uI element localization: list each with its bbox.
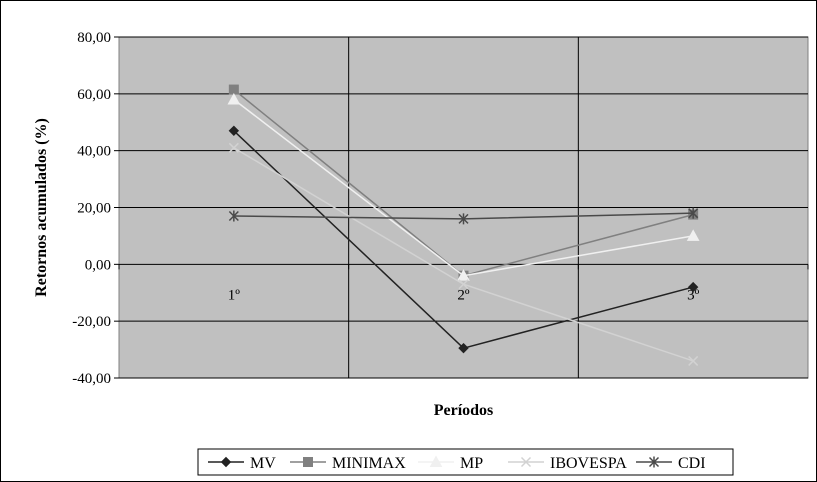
x-axis-title: Períodos (434, 402, 494, 419)
legend-item-ibovespa: IBOVESPA (508, 455, 627, 472)
legend-label: IBOVESPA (550, 455, 627, 472)
legend-marker-mp (429, 455, 443, 467)
y-tick-label: -20,00 (72, 314, 111, 330)
series-mv (228, 125, 699, 354)
series-mp (227, 92, 700, 281)
legend-marker-mv (220, 456, 232, 468)
y-tick-label: 40,00 (77, 144, 111, 160)
legend-item-cdi: CDI (636, 455, 706, 472)
data-point-mp (457, 269, 470, 281)
legend-item-mp: MP (418, 455, 483, 472)
legend: MV MINIMAX MP IBOVESPA CDI (197, 448, 734, 476)
legend-label: CDI (678, 455, 706, 472)
y-tick-label: 20,00 (77, 201, 111, 217)
legend-item-mv: MV (208, 455, 276, 472)
y-tick-label: -40,00 (72, 371, 111, 387)
y-axis-title: Retornos acumulados (%) (33, 118, 50, 297)
data-point-ibovespa (688, 355, 699, 366)
legend-label: MP (460, 455, 483, 472)
x-tick-label: 2º (457, 287, 470, 303)
data-point-ibovespa (458, 279, 469, 290)
legend-marker-ibovespa (520, 456, 532, 468)
data-point-mv (687, 281, 699, 293)
legend-item-minimax: MINIMAX (290, 455, 406, 472)
y-tick-label: 80,00 (77, 30, 111, 46)
series-lines (227, 84, 700, 366)
data-point-ibovespa (228, 142, 239, 153)
x-tick-label: 3º (687, 287, 700, 303)
y-axis-tick-labels: -40,00 -20,00 0,00 20,00 40,00 60,00 80,00 (72, 30, 119, 387)
x-tick-label: 1º (228, 287, 241, 303)
legend-label: MV (250, 455, 276, 472)
data-point-cdi (228, 210, 239, 222)
data-point-mv (458, 342, 469, 354)
series-cdi (228, 207, 699, 225)
data-point-cdi (688, 207, 699, 219)
data-point-mp (686, 229, 700, 241)
x-axis-tick-labels: 1º 2º 3º (118, 264, 809, 303)
data-point-cdi (458, 213, 469, 225)
data-point-minimax (228, 84, 239, 95)
y-tick-label: 60,00 (77, 87, 111, 103)
legend-marker-cdi (648, 456, 660, 468)
vertical-gridlines (348, 37, 579, 378)
series-ibovespa (228, 142, 699, 366)
data-point-mv (228, 125, 240, 136)
legend-label: MINIMAX (332, 455, 406, 472)
data-point-mp (227, 92, 241, 105)
y-tick-label: 0,00 (85, 257, 111, 273)
legend-marker-minimax (303, 457, 313, 467)
